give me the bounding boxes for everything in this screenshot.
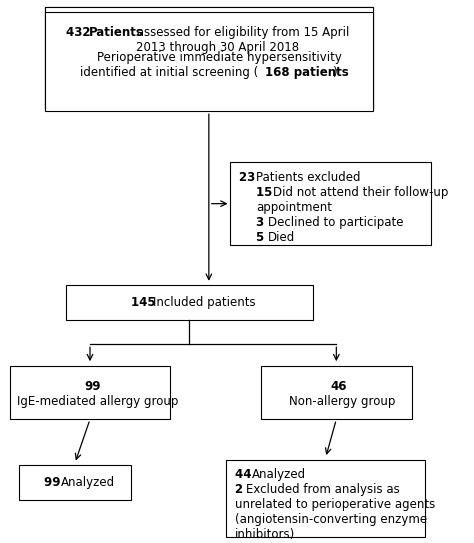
Text: 46: 46 [331,380,347,393]
Text: 168 patients: 168 patients [265,66,348,79]
Text: 2013 through 30 April 2018: 2013 through 30 April 2018 [136,41,299,54]
Text: 23: 23 [239,171,259,184]
Text: 99: 99 [84,380,101,393]
Bar [45,7,373,109]
Text: 2: 2 [235,483,247,496]
Bar [230,162,431,245]
Text: unrelated to perioperative agents: unrelated to perioperative agents [235,498,435,511]
Text: 99: 99 [44,476,64,489]
Text: Non-allergy group: Non-allergy group [289,395,395,408]
Text: 15: 15 [256,186,277,199]
Text: Declined to participate: Declined to participate [268,216,403,229]
Text: Included patients: Included patients [153,296,255,310]
Bar [45,7,373,109]
Bar [45,12,373,111]
Bar [18,465,131,500]
Text: ): ) [332,66,337,79]
Text: assessed for eligibility from 15 April: assessed for eligibility from 15 April [133,26,350,39]
Text: 5: 5 [256,231,269,244]
Text: Analyzed: Analyzed [252,468,306,481]
Text: (angiotensin-converting enzyme: (angiotensin-converting enzyme [235,513,427,526]
Text: 145: 145 [131,296,159,310]
Text: identified at initial screening (: identified at initial screening ( [80,66,258,79]
Text: Died: Died [268,231,295,244]
Text: Patients excluded: Patients excluded [256,171,360,184]
Text: Patients: Patients [89,26,143,39]
Text: Did not attend their follow-up: Did not attend their follow-up [273,186,448,199]
Text: Excluded from analysis as: Excluded from analysis as [246,483,400,496]
Bar [226,459,425,537]
Text: appointment: appointment [256,201,332,213]
Bar [261,366,412,419]
Text: 44: 44 [235,468,255,481]
Text: Perioperative immediate hypersensitivity: Perioperative immediate hypersensitivity [97,52,342,65]
Text: 432: 432 [66,26,95,39]
Bar [10,366,170,419]
Text: 3: 3 [256,216,269,229]
Bar [66,286,312,320]
Text: inhibitors): inhibitors) [235,528,295,541]
Text: Analyzed: Analyzed [61,476,115,489]
Text: IgE-mediated allergy group: IgE-mediated allergy group [17,395,179,408]
